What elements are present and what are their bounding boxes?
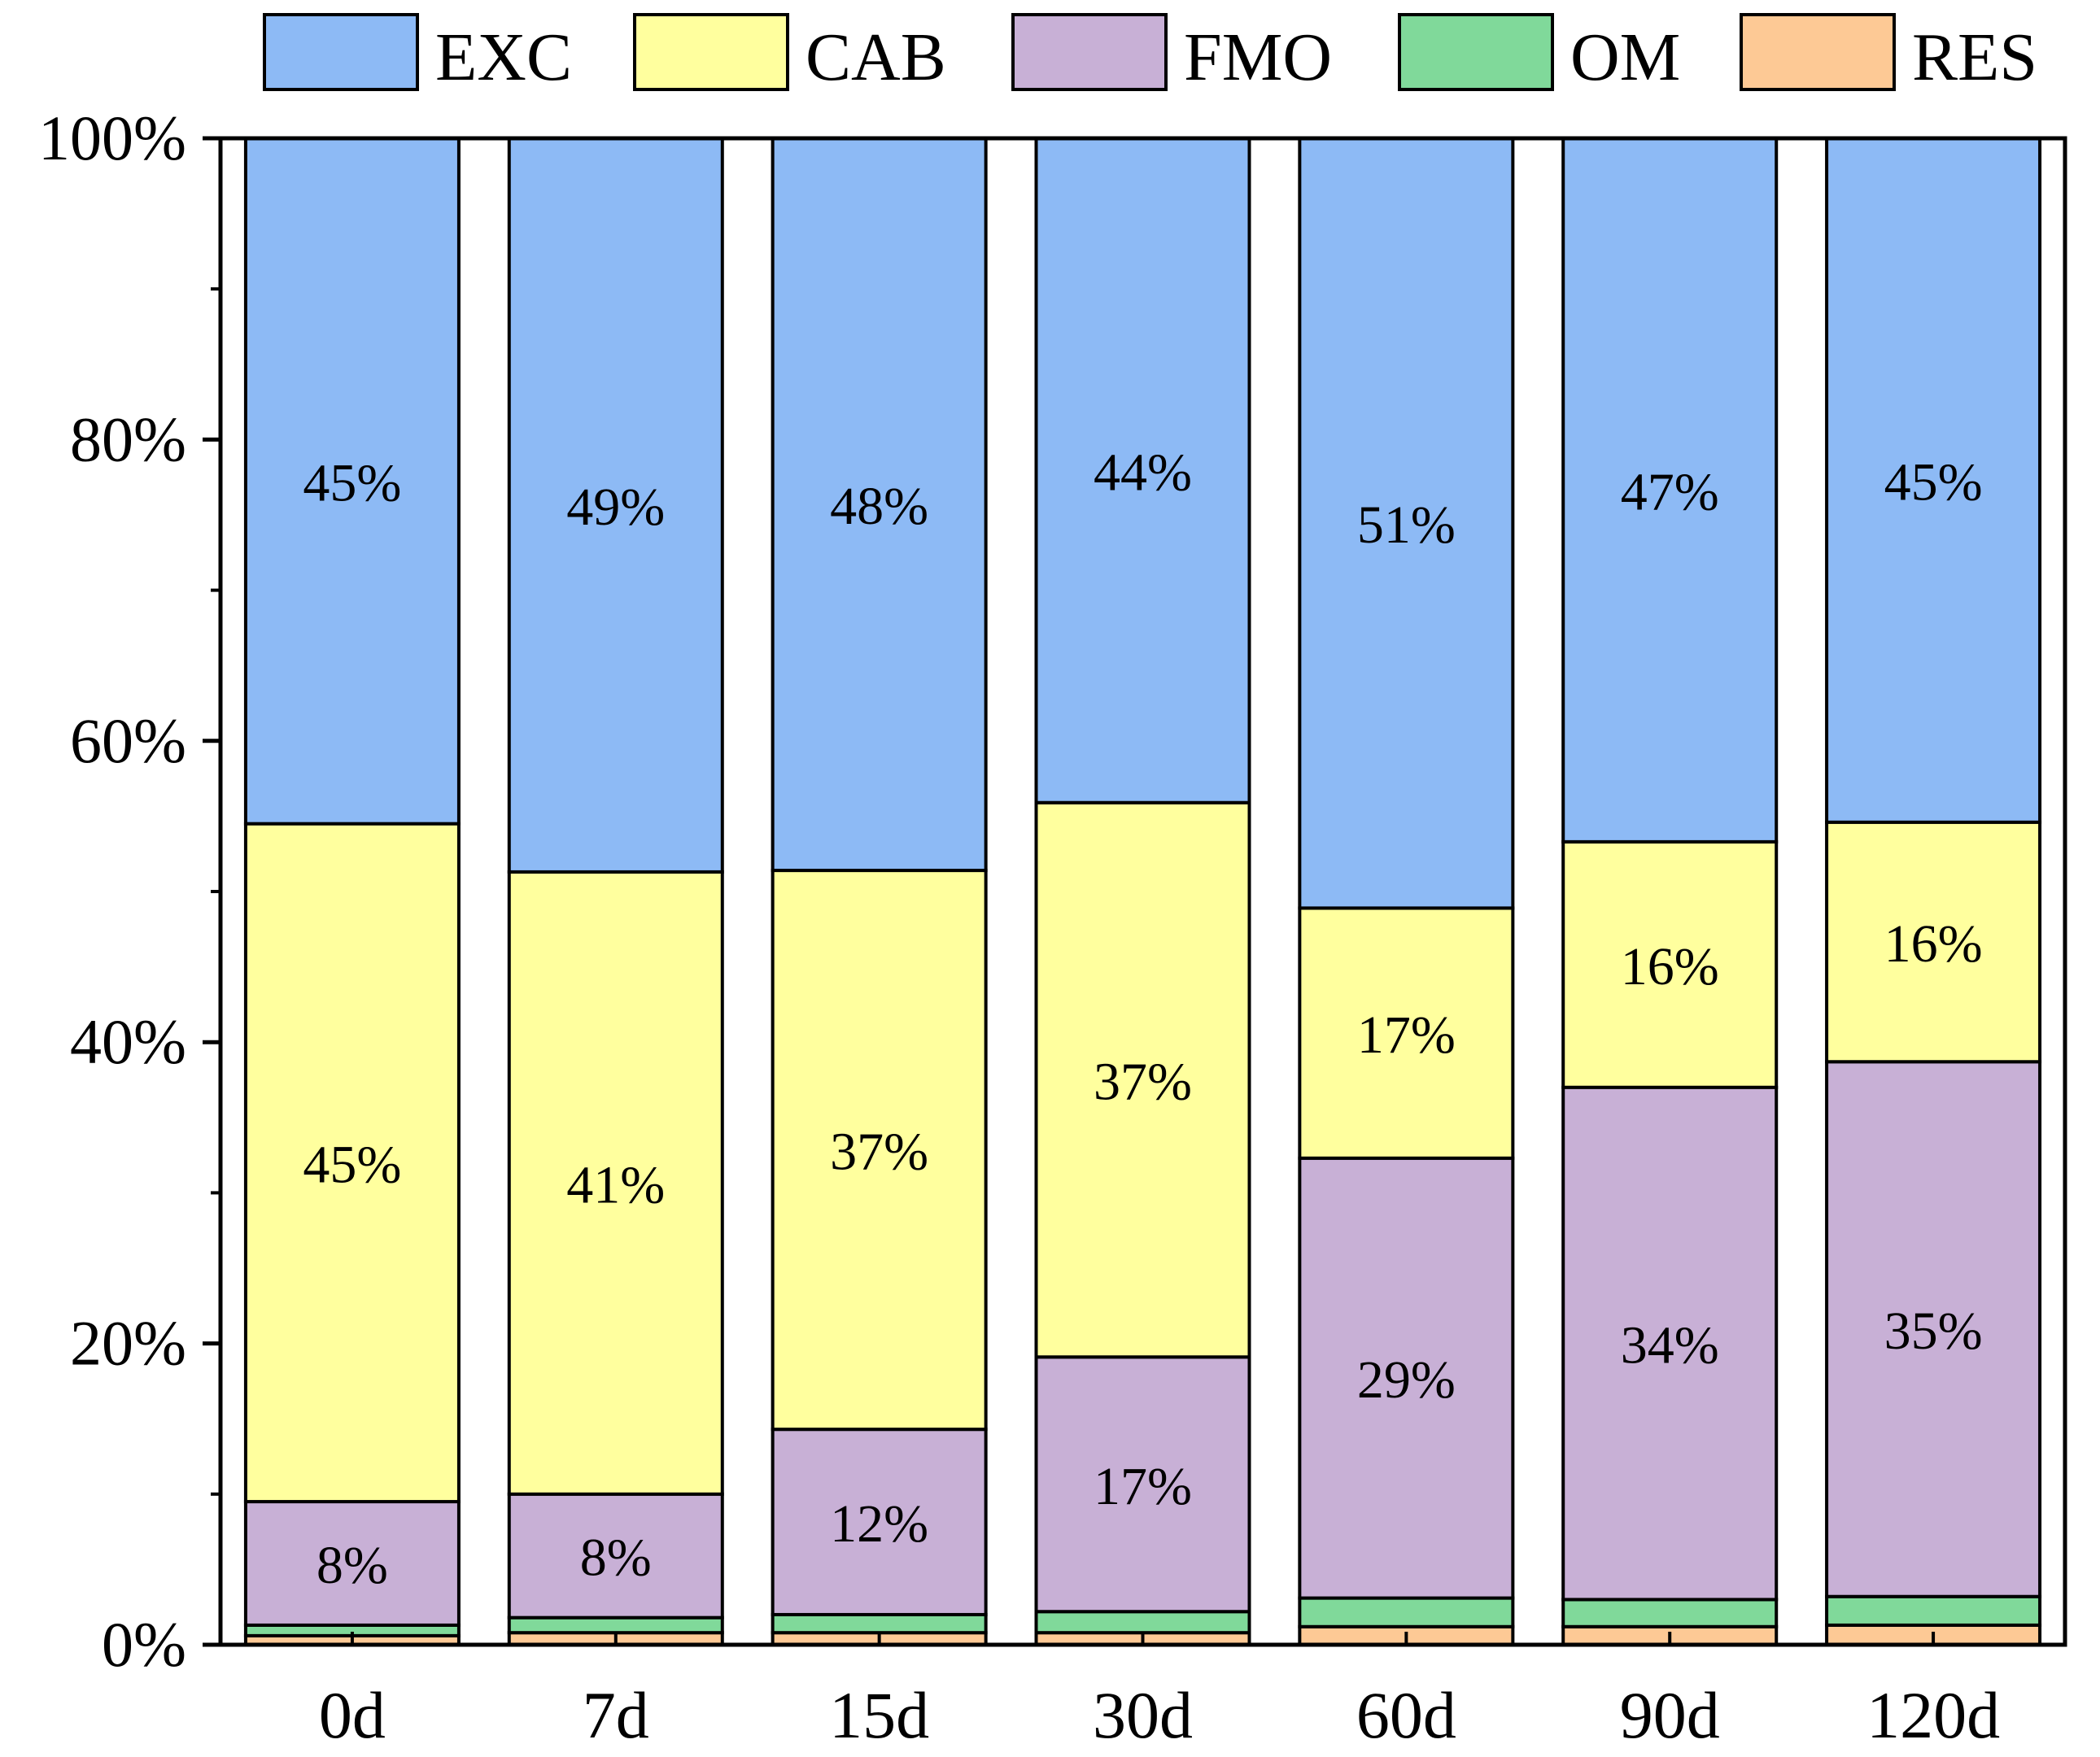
bar-cab-90d [1561,839,1779,1089]
data-label-fmo-120d: 35% [1884,1301,1983,1361]
legend-swatch-cab [633,13,789,91]
bar-exc-120d [1825,137,2042,824]
data-label-cab-90d: 16% [1621,937,1719,996]
data-label-fmo-0d: 8% [317,1536,388,1595]
bar-exc-7d [507,137,724,874]
data-label-exc-7d: 49% [566,477,665,537]
y-tick-label-20: 20% [70,1308,186,1379]
bar-fmo-90d [1561,1085,1779,1602]
bar-om-30d [1034,1610,1251,1635]
bars-group: 8% 45% 45% 8% 41% 49% 12% 37% 48% 17% 37% 44% 29% 17%… [243,137,2042,1646]
data-label-exc-120d: 45% [1884,452,1983,512]
y-tick-label-0: 0% [102,1609,186,1680]
data-label-fmo-15d: 12% [830,1494,928,1554]
data-label-cab-30d: 37% [1094,1053,1192,1112]
y-tick-label-80: 80% [70,403,186,474]
data-label-fmo-60d: 29% [1357,1350,1456,1410]
bar-cab-120d [1825,820,2042,1064]
bar-exc-60d [1298,137,1515,910]
data-label-exc-15d: 48% [830,477,928,536]
data-label-exc-0d: 45% [303,453,401,512]
legend-swatch-res [1740,13,1896,91]
data-label-fmo-90d: 34% [1621,1316,1719,1376]
bar-om-90d [1561,1598,1779,1628]
x-tick-label-15d: 15d [829,1678,929,1752]
data-label-fmo-30d: 17% [1094,1457,1192,1516]
bar-exc-90d [1561,137,1779,844]
y-tick-label-60: 60% [70,705,186,776]
bar-fmo-60d [1298,1156,1515,1600]
data-label-fmo-7d: 8% [580,1528,652,1588]
bar-fmo-0d [243,1500,461,1627]
bar-fmo-15d [771,1428,988,1616]
data-label-exc-60d: 51% [1357,495,1456,555]
x-tick-label-90d: 90d [1620,1678,1720,1752]
legend-label-exc: EXC [435,20,572,95]
bar-om-60d [1298,1596,1515,1628]
bar-fmo-30d [1034,1355,1251,1614]
bar-cab-30d [1034,800,1251,1359]
y-axis: 0% 20% 40% 60% 80% 100% [38,102,220,1680]
legend-label-om: OM [1570,20,1680,95]
bar-om-15d [771,1612,988,1635]
data-label-cab-7d: 41% [566,1155,665,1214]
x-tick-label-120d: 120d [1866,1678,2000,1752]
bar-om-120d [1825,1594,2042,1627]
bar-fmo-120d [1825,1060,2042,1598]
bar-om-7d [507,1615,724,1635]
x-tick-label-30d: 30d [1093,1678,1193,1752]
bar-cab-7d [507,870,724,1496]
legend-swatch-om [1398,13,1554,91]
x-tick-label-60d: 60d [1356,1678,1456,1752]
legend-label-res: RES [1912,20,2037,95]
data-label-exc-90d: 47% [1621,462,1719,521]
bar-exc-15d [771,137,988,873]
x-tick-label-7d: 7d [583,1678,649,1752]
bar-exc-0d [243,137,461,826]
data-label-cab-15d: 37% [830,1123,928,1182]
x-axis: 0d 7d 15d 30d 60d 90d 120d [319,1678,2000,1752]
legend-swatch-exc [263,13,419,91]
legend-label-cab: CAB [806,20,946,95]
legend-swatch-fmo [1011,13,1168,91]
legend: EXC CAB FMO OM RES [263,13,2037,95]
bar-fmo-7d [507,1492,724,1620]
y-tick-label-100: 100% [38,102,186,173]
data-label-cab-60d: 17% [1357,1005,1456,1065]
data-label-cab-0d: 45% [303,1135,401,1194]
data-label-exc-30d: 44% [1094,443,1192,502]
legend-label-fmo: FMO [1184,20,1332,95]
bar-cab-60d [1298,906,1515,1160]
y-tick-label-40: 40% [70,1006,186,1077]
bar-cab-0d [243,822,461,1504]
data-label-cab-120d: 16% [1884,914,1983,974]
x-tick-label-0d: 0d [319,1678,386,1752]
